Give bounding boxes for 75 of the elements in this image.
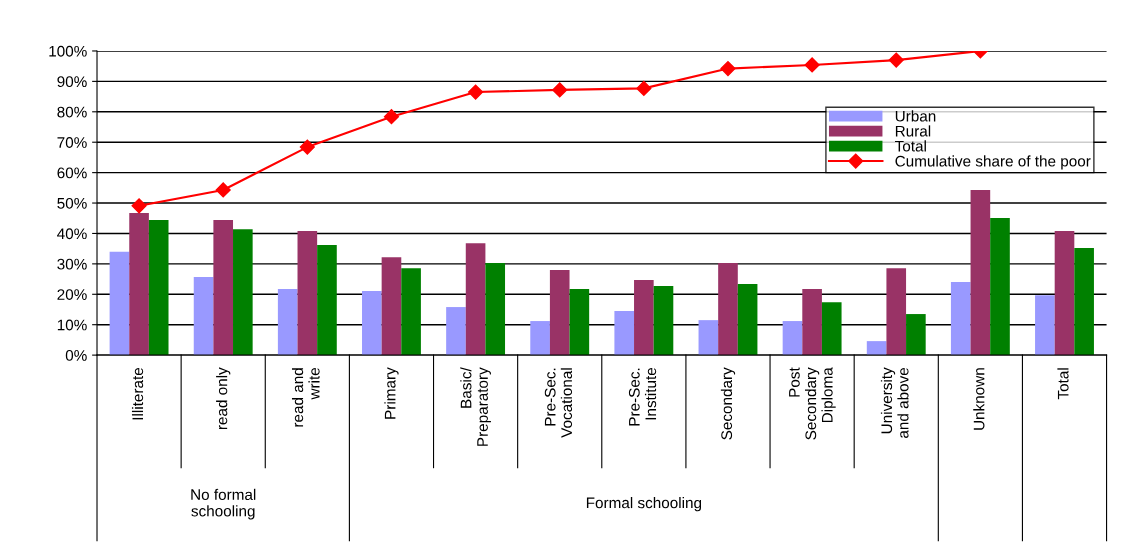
bar	[718, 262, 738, 356]
y-tick-label: 60%	[57, 167, 87, 179]
x-tick-label: read only	[216, 367, 231, 430]
bar	[1054, 231, 1075, 356]
x-tick-label: read and write	[291, 367, 320, 427]
legend-label: Rural	[895, 125, 931, 137]
bar	[1035, 295, 1055, 356]
y-tick-label: 0%	[65, 349, 87, 361]
bar	[485, 262, 506, 356]
text: Formal schooling	[586, 497, 702, 512]
bar	[698, 320, 719, 356]
y-tick-label: 10%	[57, 319, 87, 331]
x-tick-label: Post Secondary Diploma	[789, 367, 836, 440]
bar	[148, 220, 169, 356]
x-tick-label: Pre-Sec. Institute	[628, 367, 657, 426]
y-tick-label: 20%	[57, 289, 87, 300]
bar	[362, 290, 382, 356]
bar	[802, 289, 822, 356]
x-tick-label: Secondary	[720, 367, 736, 440]
point	[215, 182, 231, 198]
bar	[213, 220, 234, 356]
x-tick-label: Unknown	[973, 368, 985, 430]
bar	[549, 269, 570, 356]
point	[299, 139, 315, 155]
x-tick-label: Primary	[384, 367, 399, 419]
point	[468, 84, 484, 100]
bar	[297, 231, 318, 356]
bar	[446, 307, 466, 356]
bar	[950, 282, 971, 356]
bar	[530, 321, 550, 356]
y-tick-label: 80%	[57, 106, 87, 118]
bar	[614, 311, 635, 356]
y-tick-label: 40%	[57, 228, 87, 240]
bar	[737, 283, 758, 356]
text: No formal schooling	[191, 488, 256, 520]
point	[636, 80, 652, 96]
bar	[401, 268, 421, 356]
bar	[109, 251, 130, 356]
point	[720, 61, 736, 77]
x-tick-label: University and above	[880, 367, 909, 438]
legend-label: Cumulative share of the poor	[895, 155, 1091, 170]
legend-label: Urban	[895, 110, 936, 122]
point	[383, 109, 400, 125]
x-tick-label: Pre-Sec. Vocational	[544, 368, 573, 438]
bar	[866, 341, 887, 356]
point	[804, 57, 820, 73]
bar	[906, 314, 926, 356]
bar	[886, 268, 907, 356]
x-tick-label: Total	[1057, 368, 1069, 400]
bar	[381, 257, 402, 356]
bar	[569, 289, 590, 356]
bar	[277, 289, 298, 356]
y-tick-label: 90%	[57, 76, 87, 88]
point	[552, 82, 568, 98]
bar	[465, 243, 486, 356]
bar	[317, 245, 337, 356]
y-tick-label: 50%	[57, 197, 87, 209]
legend-label: Total	[895, 140, 926, 152]
bar	[653, 286, 674, 356]
x-tick-label: Basic/ Preparatory	[460, 367, 491, 446]
bar	[634, 279, 654, 356]
bar	[129, 213, 149, 356]
bar	[233, 229, 253, 356]
y-tick-label: 30%	[57, 258, 87, 270]
point	[131, 198, 147, 214]
bar	[1074, 248, 1094, 356]
x-tick-label: Illiterate	[131, 367, 144, 420]
bar	[193, 276, 214, 356]
y-tick-label: 100%	[49, 45, 87, 57]
bar	[821, 302, 842, 356]
bar	[990, 217, 1010, 356]
y-tick-label: 70%	[57, 137, 87, 148]
bar	[970, 189, 991, 356]
bar	[782, 321, 803, 356]
point	[888, 52, 904, 68]
